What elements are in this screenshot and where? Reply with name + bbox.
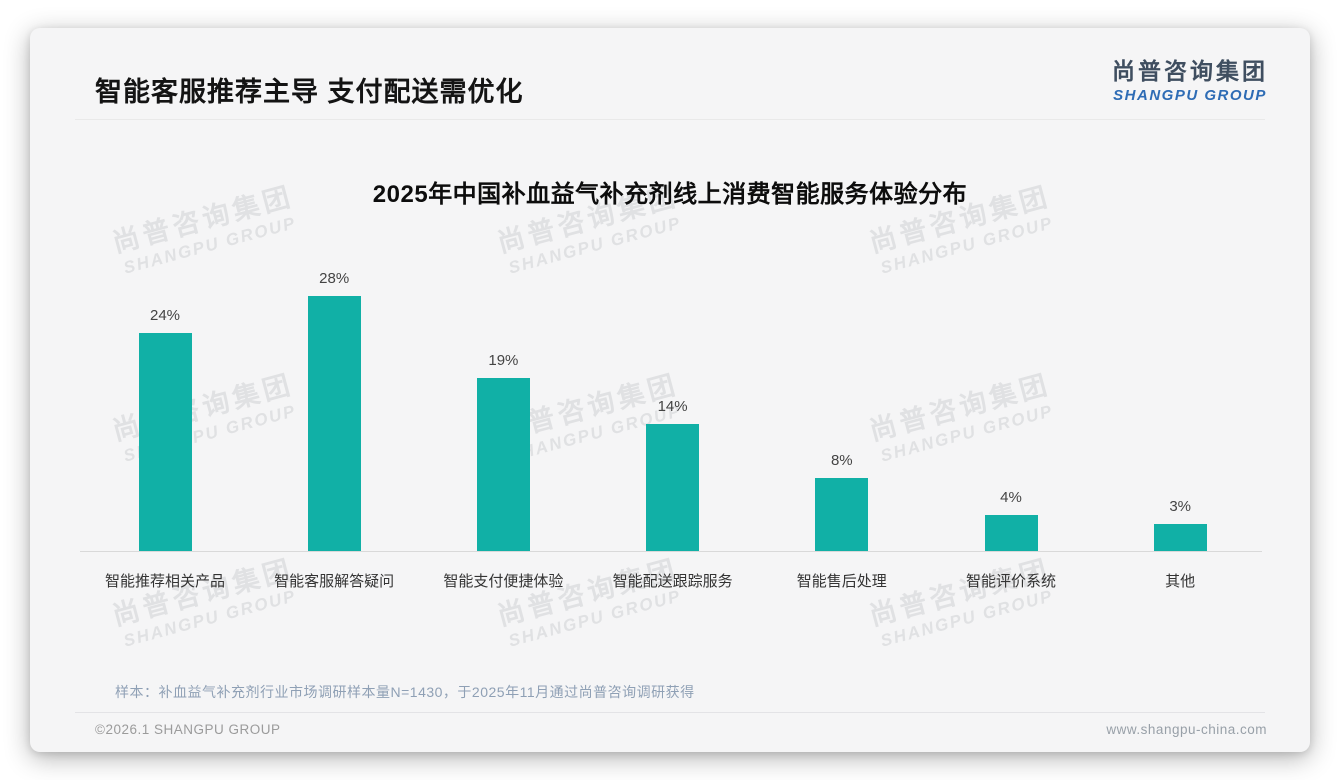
chart-title: 2025年中国补血益气补充剂线上消费智能服务体验分布	[372, 181, 968, 208]
header-divider	[75, 119, 1265, 120]
website-text: www.shangpu-china.com	[1106, 722, 1267, 737]
page-title: 智能客服推荐主导 支付配送需优化	[95, 77, 524, 107]
logo-chinese-text: 尚普咨询集团	[1112, 58, 1268, 84]
bar-category-label: 智能推荐相关产品	[104, 573, 225, 590]
bar	[815, 478, 869, 551]
bar-plot: 24% 智能推荐相关产品 28% 智能客服解答疑问 19% 智能支付便捷体验 14% 智能配送…	[80, 168, 1262, 590]
watermark-english-text: SHANGPU GROUP	[506, 586, 684, 651]
shangpu-logo: 尚普咨询集团 SHANGPU GROUP	[1112, 52, 1268, 104]
bar-value-label: 4%	[1000, 489, 1022, 506]
bar-category-label: 其他	[1165, 573, 1196, 590]
bar-value-label: 8%	[830, 452, 853, 469]
bar	[1153, 524, 1207, 551]
bar-category-label: 智能售后处理	[796, 573, 887, 590]
copyright-text: ©2026.1 SHANGPU GROUP	[95, 722, 281, 737]
slide-card: 尚普咨询集团 SHANGPU GROUP 尚普咨询集团 SHANGPU GROUP 尚普…	[30, 28, 1310, 752]
bar-category-label: 智能支付便捷体验	[443, 573, 564, 590]
bar	[646, 424, 700, 551]
bar-value-label: 19%	[488, 352, 519, 369]
footer-divider	[75, 712, 1265, 713]
bar-category-label: 智能客服解答疑问	[274, 573, 395, 590]
bar-category-label: 智能评价系统	[965, 573, 1056, 590]
watermark-english-text: SHANGPU GROUP	[121, 586, 299, 651]
footer: ©2026.1 SHANGPU GROUP www.shangpu-china.…	[95, 722, 1267, 737]
bar	[984, 515, 1038, 551]
logo-english-text: SHANGPU GROUP	[1113, 87, 1267, 104]
bar	[476, 378, 530, 551]
bar-value-label: 3%	[1169, 498, 1192, 515]
bar-value-label: 28%	[319, 270, 350, 287]
sample-footnote: 样本：补血益气补充剂行业市场调研样本量N=1430，于2025年11月通过尚普咨…	[115, 684, 695, 700]
bar-value-label: 24%	[149, 307, 181, 324]
watermark-english-text: SHANGPU GROUP	[878, 586, 1056, 651]
watermark: 尚普咨询集团 SHANGPU GROUP	[108, 547, 303, 652]
watermark: 尚普咨询集团 SHANGPU GROUP	[865, 547, 1060, 652]
bar-value-label: 14%	[657, 398, 688, 415]
watermark: 尚普咨询集团 SHANGPU GROUP	[493, 547, 688, 652]
bar	[138, 333, 192, 551]
bar	[307, 296, 361, 551]
bar-category-label: 智能配送跟踪服务	[612, 573, 733, 590]
